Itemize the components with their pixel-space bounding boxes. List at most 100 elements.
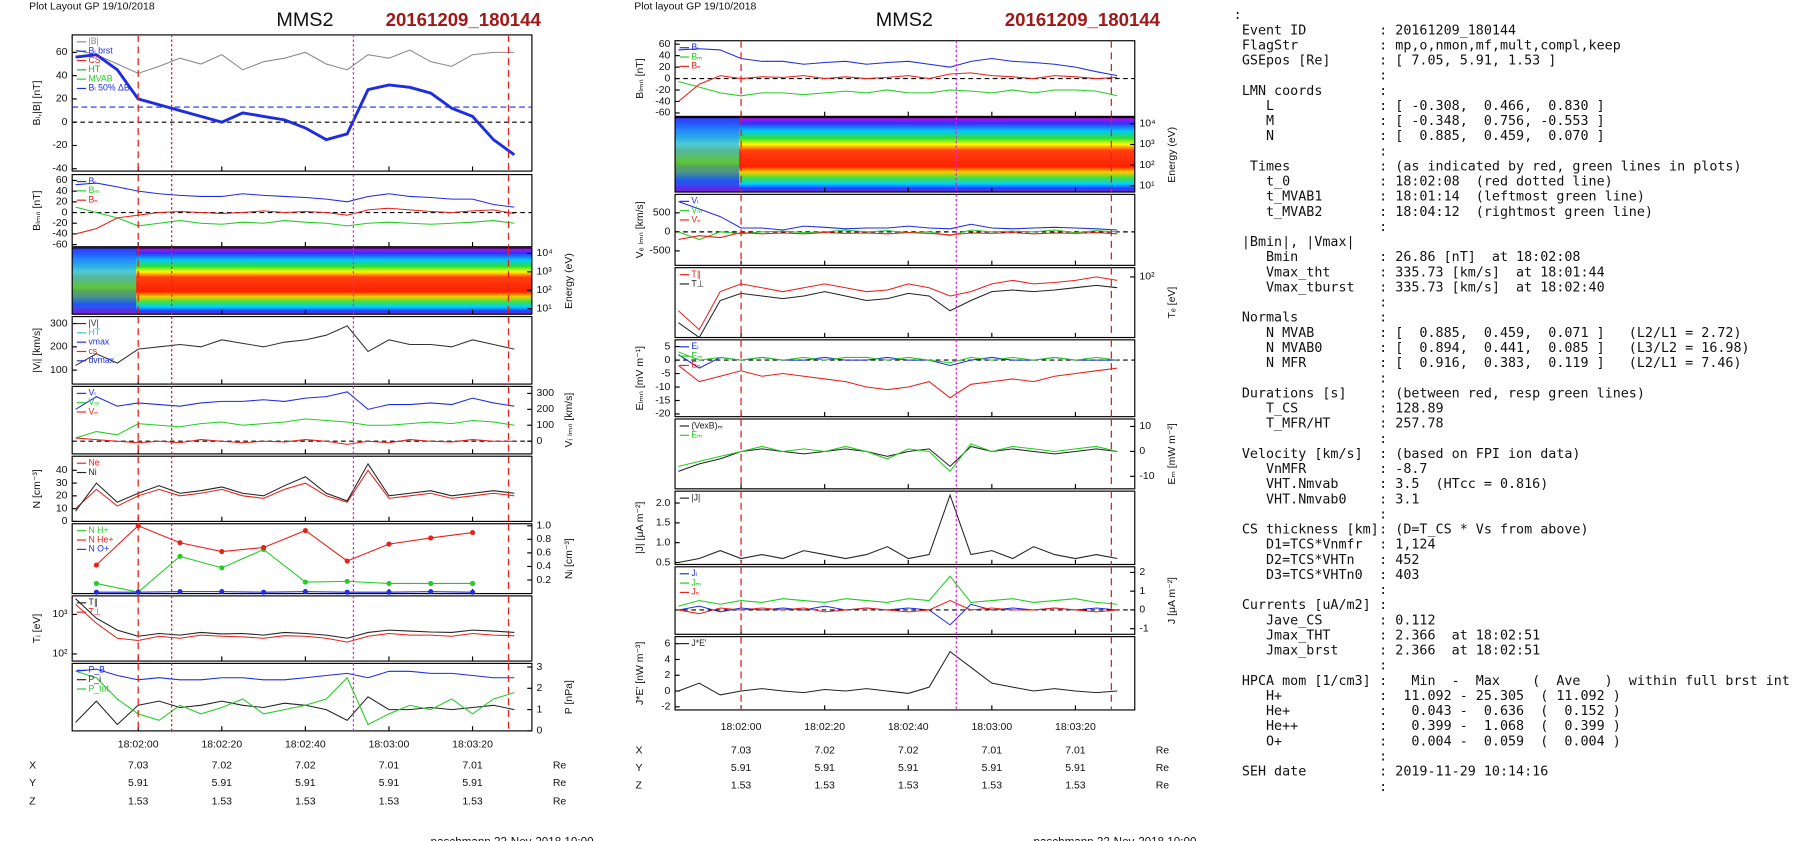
series-line (75, 598, 515, 639)
y-tick-label: 10³ (1139, 139, 1155, 150)
legend-label: Vₙ (88, 406, 98, 416)
legend-label: Ni (88, 467, 96, 477)
panel-frame (674, 116, 1136, 193)
y-tick-label: 0 (1139, 446, 1145, 457)
event-title: 20161209_180144 (1005, 9, 1161, 30)
y-tick-label: 20 (56, 197, 68, 208)
spectrogram-early (72, 247, 137, 315)
legend-label: Vₘ (88, 397, 100, 407)
info-key: VHT.Nmvab0 (1242, 492, 1347, 507)
x-tick-label: 18:03:20 (452, 740, 493, 751)
legend-label: MVAB (88, 73, 112, 83)
y-axis-label: Tᵢ [eV] (32, 614, 43, 644)
legend-label: Jₙ (691, 587, 699, 597)
legend-label: T⊥ (691, 278, 704, 288)
position-unit: Re (1156, 763, 1170, 774)
series-marker (344, 558, 350, 564)
series-marker (428, 588, 434, 595)
y-axis-label: Nᵢ [cm⁻³] (564, 538, 575, 579)
legend-label: |B| (88, 36, 98, 46)
spectrogram-early (675, 117, 740, 193)
info-value: : [ -0.348, 0.756, -0.553 ] (1379, 114, 1604, 129)
x-tick-label: 18:02:00 (721, 722, 762, 733)
y-tick-label: 40 (659, 50, 671, 61)
panel-frame (674, 636, 1136, 711)
series-line (75, 53, 516, 156)
y-tick-label: 0 (665, 227, 671, 238)
y-tick-label: 60 (659, 39, 671, 50)
y-tick-label: 10 (1139, 421, 1151, 432)
legend-label: T⊥ (88, 606, 101, 616)
info-value: : [ 0.916, 0.383, 0.119 ] (L2/L1 = 7.46) (1379, 356, 1741, 371)
position-value: 5.91 (295, 778, 316, 789)
info-value: : (between red, resp green lines) (1379, 386, 1645, 401)
footer: paschmann 22-Nov-2018 10:00 (1034, 836, 1197, 841)
y-tick-label: 20 (659, 62, 671, 73)
y-tick-label: -20 (52, 218, 67, 229)
legend-label: Vₘ (691, 205, 703, 215)
info-value: : 257.78 (1379, 417, 1443, 432)
y-tick-label: 0 (665, 355, 671, 366)
series-line (678, 284, 1118, 339)
y-tick-label: 0 (665, 73, 671, 84)
series-marker (386, 589, 392, 595)
position-label: Y (635, 763, 642, 774)
info-value: : 18:02:08 (red dotted line) (1379, 175, 1613, 190)
panel-frame (674, 339, 1136, 418)
series-line (75, 437, 515, 445)
y-tick-label: -15 (655, 395, 670, 406)
position-value: 1.53 (731, 780, 752, 791)
legend-label: Bₗ (88, 176, 96, 186)
series-line (75, 49, 515, 74)
info-value: : 2.366 at 18:02:51 (1379, 628, 1540, 643)
series-line (678, 575, 1118, 607)
info-value: : (1379, 583, 1387, 598)
info-value: : -8.7 (1379, 462, 1427, 477)
position-value: 1.53 (462, 797, 483, 808)
y-tick-label: 2 (537, 683, 543, 694)
series-marker (93, 562, 99, 568)
info-value: : (1379, 371, 1387, 386)
panel-frame (674, 267, 1136, 339)
series-marker (386, 580, 392, 586)
info-key: |Bmin|, |Vmax| (1242, 235, 1355, 250)
legend-label: vmax (88, 336, 109, 346)
y-tick-label: 10¹ (1139, 181, 1155, 192)
info-value: : 3.5 (HTcc = 0.816) (1379, 477, 1548, 492)
y-tick-label: 200 (537, 404, 555, 415)
y-tick-label: 0 (62, 207, 68, 218)
y-tick-label: -60 (655, 108, 670, 119)
legend-label: dvmax (88, 355, 114, 365)
legend-label: P_B (88, 665, 105, 675)
y-axis-label: Bₗₘₙ [nT] (635, 58, 646, 98)
info-value: : [ 0.885, 0.459, 0.070 ] (1379, 129, 1604, 144)
y-axis-label: |Vᵢ| [km/s] (32, 328, 43, 373)
info-key: N MVAB0 (1242, 341, 1323, 356)
info-value: : 11.092 - 25.305 ( 11.092 ) (1379, 689, 1621, 704)
position-unit: Re (1156, 780, 1170, 791)
info-value: : 0.399 - 1.068 ( 0.399 ) (1379, 719, 1621, 734)
y-tick-label: 0.6 (537, 548, 552, 559)
info-key: Times (1242, 159, 1290, 174)
info-key: N MVAB (1242, 326, 1314, 341)
series-marker (135, 589, 141, 595)
info-key: VnMFR (1242, 462, 1307, 477)
legend-label: Eₘ (691, 430, 703, 440)
info-key: Durations [s] (1242, 386, 1347, 401)
series-line (678, 200, 1118, 231)
probe-title: MMS2 (276, 9, 333, 31)
y-tick-label: 5 (665, 341, 671, 352)
y-tick-label: 500 (653, 208, 671, 219)
info-lead: : (1234, 8, 1242, 23)
panel-frame (71, 315, 533, 385)
info-key: L (1242, 99, 1274, 114)
series-line (75, 182, 515, 208)
y-tick-label: -40 (52, 229, 67, 240)
series-line (75, 391, 515, 410)
y-tick-label: -40 (52, 164, 67, 175)
position-value: 5.91 (814, 763, 835, 774)
info-value: : 2.366 at 18:02:51 (1379, 644, 1540, 659)
y-tick-label: 1 (1139, 586, 1145, 597)
panel-frame (674, 566, 1136, 635)
position-value: 1.53 (295, 797, 316, 808)
